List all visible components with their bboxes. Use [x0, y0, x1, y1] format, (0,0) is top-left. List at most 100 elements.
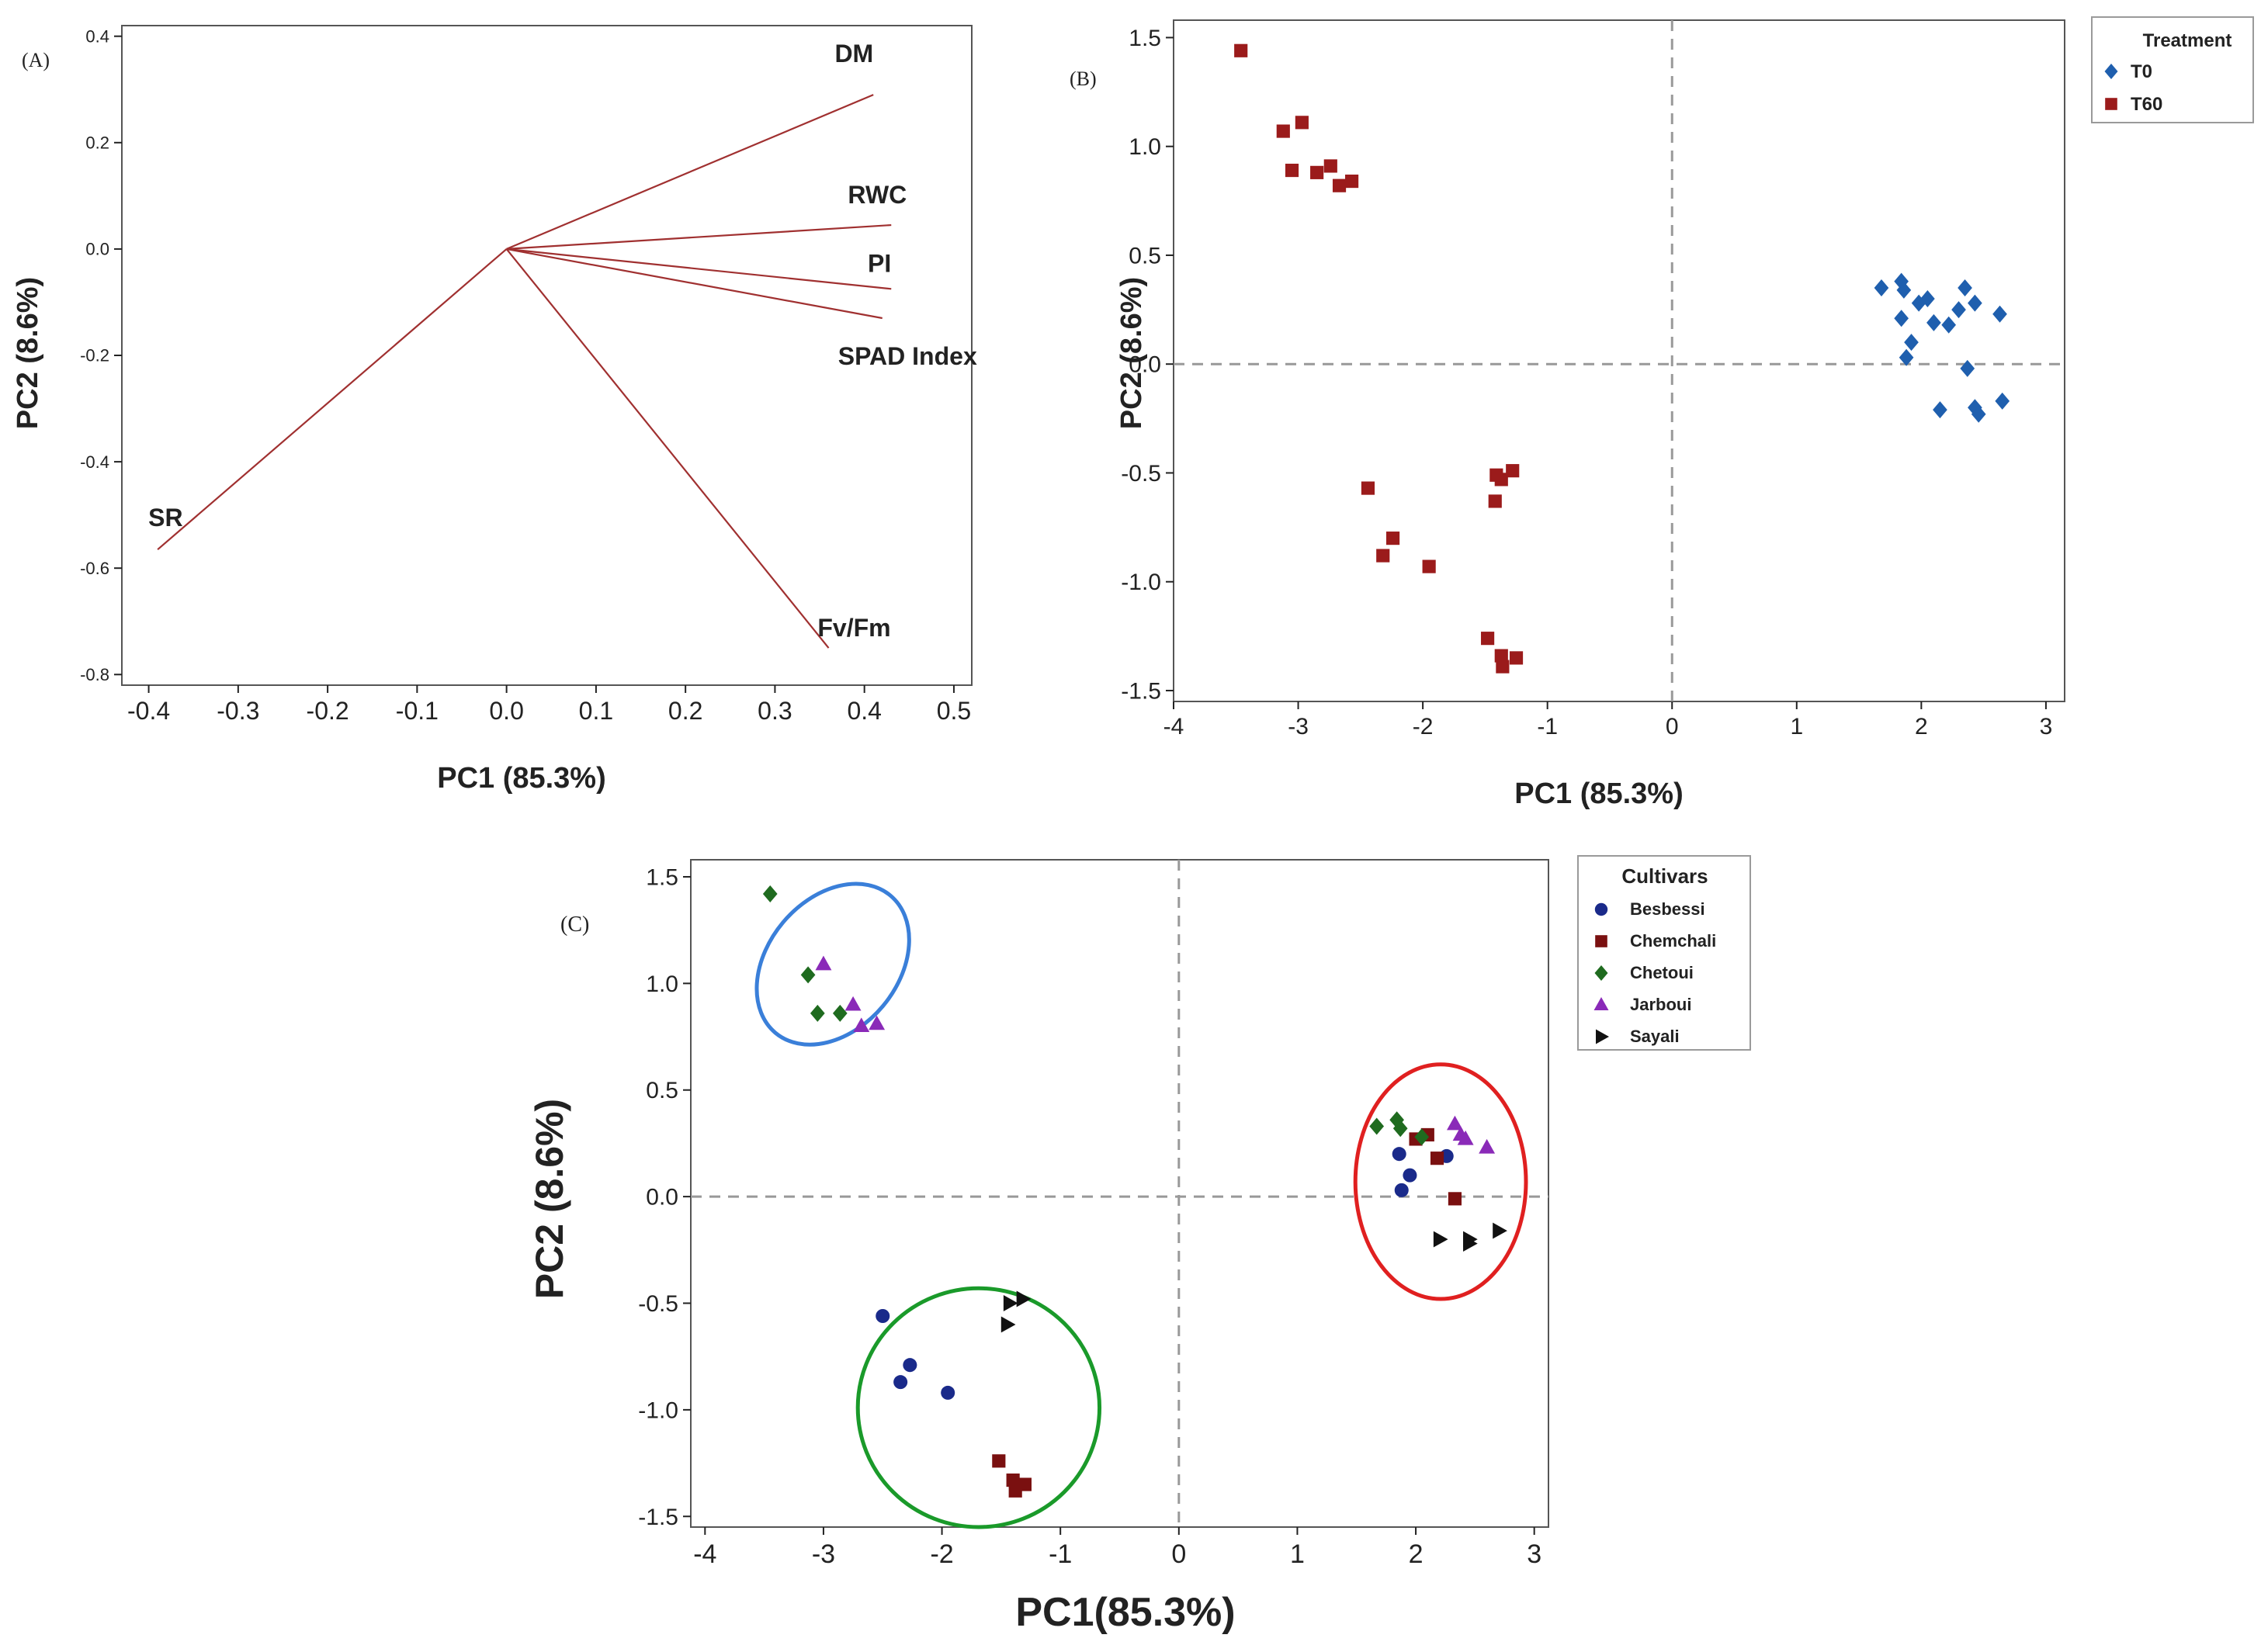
- panel-b-ytick-label: -0.5: [1121, 461, 1161, 487]
- panel-b-xtick-label: -4: [1163, 714, 1184, 739]
- ellipse-red: [1353, 1062, 1528, 1301]
- panel-b-legend-label-t60: T60: [2131, 94, 2162, 115]
- panel-c-legend-label-sayali: Sayali: [1630, 1027, 1680, 1046]
- panel-b-point-t0: [1894, 310, 1909, 327]
- panel-c-point-chetoui: [762, 885, 778, 902]
- loading-vector-sr: [157, 248, 508, 551]
- panel-b-legend: Treatment T0 T60: [2091, 16, 2254, 123]
- panel-b-point-t60: [1506, 464, 1520, 478]
- panel-c-ylabel: PC2 (8.6%): [528, 1099, 571, 1299]
- panel-c-xtick-label: 2: [1409, 1539, 1424, 1569]
- panel-b-ytick-label: 0.0: [1129, 352, 1161, 378]
- panel-b-point-t60: [1361, 481, 1375, 495]
- panel-c-xtick-label: 3: [1527, 1539, 1541, 1569]
- panel-b-legend-box: [2091, 16, 2254, 123]
- panel-b-point-t0: [1904, 334, 1919, 352]
- panel-a-loading-plot: (A) PC1 (85.3%) PC2 (8.6%) -0.4 -0.3 -0.2 -…: [12, 25, 977, 795]
- panel-c-point-besbessi: [893, 1375, 908, 1390]
- panel-b-ytick-label: 0.5: [1129, 243, 1161, 268]
- panel-a-xtick-label: 0.0: [489, 697, 523, 725]
- panel-a-xtick-label: -0.2: [307, 697, 349, 725]
- panel-c-cultivar-scatter: (C) PC1(85.3%) PC2 (8.6%) -4 -3 -2 -1 0 1 2 3 1…: [528, 855, 1751, 1635]
- panel-c-point-jarboui: [853, 1017, 870, 1033]
- panel-c-point-jarboui: [844, 996, 862, 1011]
- panel-b-point-t60: [1489, 468, 1503, 482]
- panel-b-point-t0: [1896, 281, 1912, 299]
- panel-b-point-t60: [1494, 649, 1508, 663]
- panel-c-point-jarboui: [815, 955, 832, 971]
- panel-c-xtick-label: -1: [1049, 1539, 1072, 1569]
- panel-c-point-jarboui: [869, 1015, 886, 1030]
- panel-b-xtick-label: -1: [1537, 714, 1558, 739]
- panel-c-xtick-label: -2: [930, 1539, 953, 1569]
- panel-c-point-besbessi: [1394, 1183, 1409, 1197]
- panel-c-point-besbessi: [941, 1385, 955, 1400]
- panel-c-legend-label-besbessi: Besbessi: [1630, 899, 1705, 919]
- panel-a-ytick-label: 0.4: [85, 26, 109, 46]
- panel-c-ytick-label: -1.0: [638, 1397, 678, 1423]
- panel-b-point-t0: [1960, 359, 1975, 377]
- panel-c-point-besbessi: [1392, 1147, 1406, 1162]
- panel-b-legend-marker-t60: [2105, 98, 2117, 110]
- loading-vector-fv-fm: [505, 248, 830, 649]
- panel-b-point-t0: [1958, 279, 1972, 297]
- panel-c-point-chetoui: [1369, 1117, 1385, 1135]
- panel-b-xlabel: PC1 (85.3%): [1514, 778, 1684, 810]
- panel-a-ytick-label: 0.2: [85, 133, 109, 153]
- panel-a-ytick-label: -0.6: [80, 559, 109, 578]
- panel-c-label: (C): [560, 913, 589, 937]
- panel-c-ytick-label: -0.5: [638, 1291, 678, 1317]
- panel-c-legend-label-chemchali: Chemchali: [1630, 931, 1716, 951]
- panel-b-point-t0: [1968, 294, 1982, 312]
- panel-b-point-t60: [1310, 165, 1324, 179]
- panel-b-point-t0: [1926, 313, 1941, 331]
- panel-c-legend-title: Cultivars: [1621, 864, 1708, 888]
- panel-c-xtick-label: 0: [1171, 1539, 1186, 1569]
- panel-b-point-t0: [1951, 301, 1966, 319]
- panel-a-xtick-label: 0.4: [847, 697, 881, 725]
- panel-c-ytick-label: -1.5: [638, 1505, 678, 1530]
- panel-c-frame: [690, 859, 1549, 1528]
- panel-c-point-sayali: [1003, 1295, 1018, 1311]
- panel-c-point-chemchali: [1008, 1484, 1022, 1498]
- panel-b-xtick-label: -3: [1288, 714, 1309, 739]
- panel-b-point-t0: [1899, 348, 1914, 366]
- panel-a-ytick-label: -0.8: [80, 665, 109, 684]
- panel-c-point-chetoui: [1392, 1120, 1408, 1138]
- panel-c-point-chetoui: [1389, 1111, 1404, 1129]
- ellipse-green: [855, 1286, 1102, 1529]
- panel-b-point-t60: [1285, 163, 1299, 178]
- panel-b-point-t60: [1422, 559, 1436, 573]
- panel-c-point-sayali: [1463, 1235, 1478, 1252]
- panel-b-point-t60: [1345, 174, 1359, 189]
- panel-c-legend-marker-jarboui: [1593, 997, 1609, 1010]
- panel-a-ytick-label: 0.0: [85, 240, 109, 259]
- panel-c-point-sayali: [1000, 1316, 1016, 1333]
- panel-c-ytick-label: 1.5: [646, 864, 678, 890]
- loading-vector-pi: [506, 248, 892, 290]
- panel-c-point-sayali: [1016, 1290, 1032, 1307]
- panel-b-xtick-label: 2: [1915, 714, 1928, 739]
- panel-c-point-besbessi: [1403, 1168, 1417, 1183]
- panel-a-xtick-label: -0.1: [396, 697, 439, 725]
- panel-c-ytick-label: 0.5: [646, 1078, 678, 1103]
- panel-c-legend-marker-chetoui: [1594, 965, 1608, 981]
- panel-c-ytick-label: 0.0: [646, 1185, 678, 1210]
- ellipse-blue: [754, 881, 911, 1047]
- panel-b-ytick-label: -1.5: [1121, 678, 1161, 704]
- panel-c-point-chetoui: [810, 1004, 825, 1022]
- panel-c-legend-label-jarboui: Jarboui: [1630, 995, 1691, 1014]
- panel-c-ytick-label: 1.0: [646, 971, 678, 997]
- loading-label-sr: SR: [148, 504, 182, 532]
- panel-a-xtick-label: 0.1: [579, 697, 613, 725]
- panel-a-xtick-label: 0.3: [758, 697, 792, 725]
- panel-a-ylabel: PC2 (8.6%): [12, 277, 44, 429]
- panel-b-point-t0: [1933, 401, 1947, 419]
- panel-b-point-t60: [1295, 116, 1309, 130]
- panel-b-point-t60: [1323, 159, 1337, 173]
- panel-a-ytick-label: -0.4: [80, 452, 109, 472]
- panel-c-point-chemchali: [1430, 1152, 1444, 1165]
- panel-c-point-chemchali: [992, 1454, 1006, 1468]
- panel-b-point-t60: [1276, 124, 1290, 138]
